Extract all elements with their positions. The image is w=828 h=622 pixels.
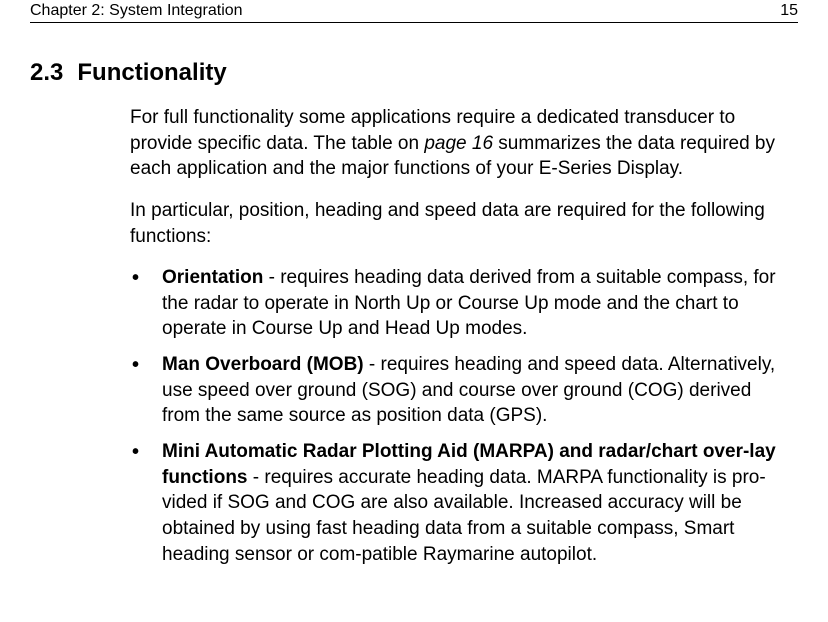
page-header: Chapter 2: System Integration 15 — [30, 0, 798, 23]
page-link: page 16 — [424, 133, 493, 154]
bullet-list: Orientation - requires heading data deri… — [130, 265, 788, 567]
section-title: Functionality — [77, 59, 226, 86]
content-area: For full functionality some applications… — [30, 105, 798, 567]
page-number: 15 — [780, 2, 798, 20]
page-container: Chapter 2: System Integration 15 2.3 Func… — [0, 0, 828, 567]
bullet-label: Orientation — [162, 267, 263, 288]
intro-paragraph-1: For full functionality some applications… — [130, 105, 788, 182]
list-item: Orientation - requires heading data deri… — [130, 265, 788, 342]
bullet-text: - requires accurate heading data. MARPA … — [162, 467, 766, 565]
list-item: Mini Automatic Radar Plotting Aid (MARPA… — [130, 439, 788, 567]
intro-paragraph-2: In particular, position, heading and spe… — [130, 198, 788, 249]
section-heading: 2.3 Functionality — [30, 59, 798, 87]
chapter-label: Chapter 2: System Integration — [30, 2, 243, 20]
list-item: Man Overboard (MOB) - requires heading a… — [130, 352, 788, 429]
section-number: 2.3 — [30, 59, 63, 87]
bullet-label: Man Overboard (MOB) — [162, 354, 364, 375]
